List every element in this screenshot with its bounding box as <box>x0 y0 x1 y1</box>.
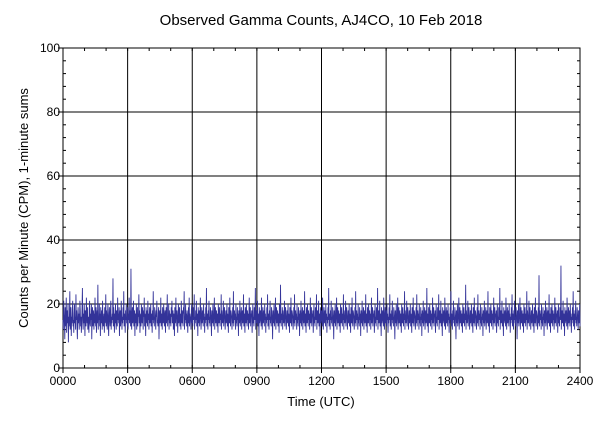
x-tick-label: 0900 <box>244 374 271 388</box>
y-tick-label: 80 <box>47 105 61 119</box>
x-tick-label: 0300 <box>114 374 141 388</box>
y-tick-label: 60 <box>47 169 61 183</box>
x-tick-label: 0000 <box>50 374 77 388</box>
y-axis-label: Counts per Minute (CPM), 1-minute sums <box>16 88 31 328</box>
x-tick-label: 1800 <box>437 374 464 388</box>
x-tick-label: 2100 <box>502 374 529 388</box>
y-tick-label: 100 <box>40 41 60 55</box>
y-axis-ticks: 0 20 40 60 80 100 <box>40 41 63 375</box>
x-tick-label: 1500 <box>373 374 400 388</box>
plot-area <box>62 47 581 369</box>
chart-title: Observed Gamma Counts, AJ4CO, 10 Feb 201… <box>160 12 483 29</box>
x-tick-label: 0600 <box>179 374 206 388</box>
y-tick-label: 0 <box>53 361 60 375</box>
y-tick-label: 40 <box>47 233 61 247</box>
x-tick-label: 2400 <box>567 374 594 388</box>
y-tick-label: 20 <box>47 297 61 311</box>
x-tick-label: 1200 <box>308 374 335 388</box>
x-axis-ticks: 0000 0300 0600 0900 1200 1500 1800 2100 2400 <box>50 368 594 388</box>
series-line-cpm <box>62 265 581 343</box>
x-axis-label: Time (UTC) <box>287 394 354 409</box>
